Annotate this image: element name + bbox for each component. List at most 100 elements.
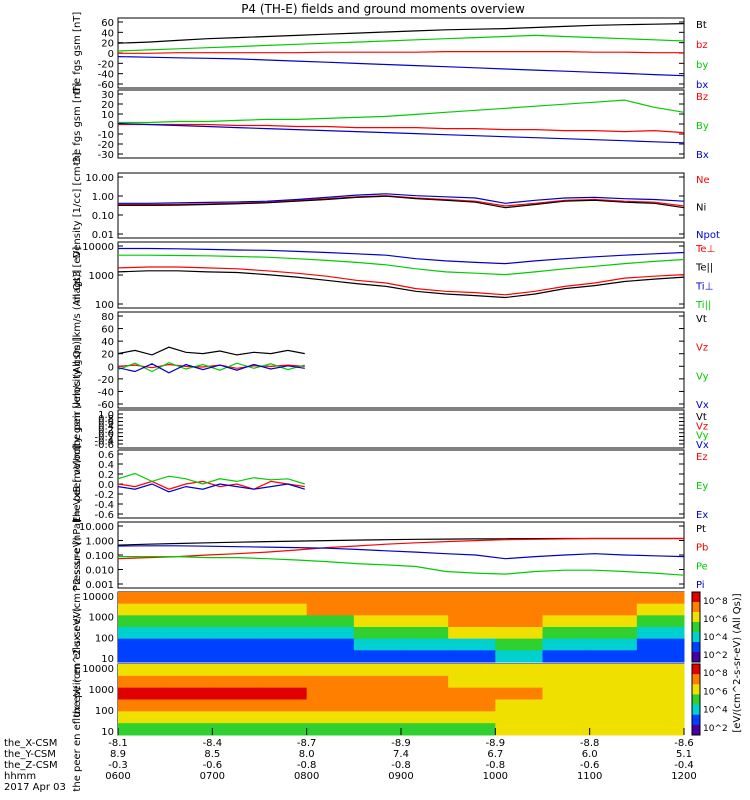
heatmap-cell <box>636 699 685 712</box>
ytick-label: -20 <box>98 59 114 70</box>
heatmap-cell <box>448 664 496 677</box>
axis-label: the fgs gsm [nT] <box>72 12 83 95</box>
legend-2: Pe <box>696 561 708 572</box>
colorbar-segment <box>692 664 700 675</box>
panel-9: 10000 1000 100 10 the peir en eflux eV/ (cm^… <box>72 537 728 718</box>
heatmap-cell <box>259 627 308 640</box>
ytick-label: 0.4 <box>98 460 114 471</box>
heatmap-cell <box>353 650 402 663</box>
heatmap-cell <box>401 638 449 651</box>
legend-2: by <box>696 60 708 71</box>
ytick-label: 0.100 <box>85 551 114 562</box>
colorbar-tick-label: 10^6 <box>703 687 728 697</box>
colorbar-tick-label: 10^2 <box>703 651 728 661</box>
ytick-label: 60 <box>101 18 114 29</box>
heatmap-cell <box>165 592 213 605</box>
ytick-label: 0.10 <box>92 211 114 222</box>
heatmap-cell <box>448 638 496 651</box>
panel-frame <box>117 241 685 309</box>
heatmap-cell <box>636 675 685 689</box>
heatmap-cell <box>401 650 449 663</box>
legend-2: Ti⊥ <box>695 281 713 292</box>
ytick-label: 0 <box>108 49 114 60</box>
heatmap-cell <box>165 664 213 677</box>
heatmap-cell <box>212 687 260 700</box>
ytick-label: 0 <box>108 120 114 131</box>
ytick-label: 40 <box>101 337 114 348</box>
axis-label: the peir en eflux eV/ (cm^2-s-sr-eV) <box>72 537 83 718</box>
ytick-label: 10 <box>101 727 114 738</box>
xtick-label: -8.8 <box>580 738 600 749</box>
series-line-2 <box>117 483 305 493</box>
legend-1: Pb <box>696 543 708 554</box>
legend-0: Ez <box>696 452 708 463</box>
x-row-label: 2017 Apr 03 <box>4 782 66 793</box>
series-line-2 <box>117 34 685 52</box>
ytick-label: -0.6 <box>94 510 114 521</box>
ytick-label: -40 <box>98 70 114 81</box>
heatmap-cell <box>212 592 260 605</box>
ytick-label: -0.4 <box>94 500 114 511</box>
heatmap-cell <box>306 627 355 640</box>
heatmap-cell <box>259 664 308 677</box>
xtick-label: -8.7 <box>297 738 317 749</box>
series-line-2 <box>117 122 685 144</box>
xtick-label: 6.0 <box>582 749 598 760</box>
x-row-label: the_X-CSM <box>4 738 57 749</box>
ytick-label: 0.6 <box>98 418 114 429</box>
heatmap-cell <box>401 699 449 712</box>
heatmap-cell <box>401 627 449 640</box>
ytick-label: -20 <box>98 375 114 386</box>
heatmap-cell <box>353 711 402 724</box>
heatmap-cell <box>259 699 308 712</box>
heatmap-cell <box>259 603 308 616</box>
heatmap-cell <box>636 723 685 736</box>
heatmap-cell <box>118 711 166 724</box>
heatmap-cell <box>495 723 543 736</box>
xtick-label: 0800 <box>294 771 319 782</box>
axis-label: the peer en eflux eV/ (cm^2-s-sr-eV) <box>72 607 83 791</box>
legend-0: Pt <box>696 524 706 535</box>
panel-3: 10.00 1.00 0.10 0.01 Density [1/cc] [cm-3] Ne… <box>72 152 720 258</box>
axis-label: E=-VxB [mV/m] <box>72 445 83 523</box>
heatmap-cell <box>636 650 685 663</box>
heatmap-cell <box>401 687 449 700</box>
heatmap-cell <box>589 723 638 736</box>
axis-label: the fgs gsm [nT] <box>72 83 83 166</box>
heatmap-cell <box>118 723 166 736</box>
colorbar-segment <box>692 704 700 716</box>
panel-frame <box>117 89 685 159</box>
xtick-label: -0.8 <box>391 760 411 771</box>
heatmap-cell <box>542 711 591 724</box>
legend-0: Vt <box>696 412 707 423</box>
panel-10: 10000 1000 100 10 the peer en eflux eV/ (cm^… <box>72 607 728 791</box>
xtick-label: 1100 <box>577 771 602 782</box>
colorbar-frame <box>691 591 701 663</box>
heatmap-cell <box>212 638 260 651</box>
heatmap-cell <box>353 699 402 712</box>
legend-0: Bz <box>696 92 708 103</box>
heatmap-cell <box>118 675 166 689</box>
series-line-1 <box>117 363 305 369</box>
heatmap-cell <box>118 627 166 640</box>
colorbar-tick-label: 10^8 <box>703 669 728 679</box>
series-line-1 <box>118 195 685 209</box>
xtick-label: 0700 <box>200 771 225 782</box>
heatmap-cell <box>542 638 591 651</box>
heatmap-cell <box>495 603 543 616</box>
heatmap-cell <box>448 711 496 724</box>
heatmap-cell <box>165 627 213 640</box>
heatmap-cell <box>636 615 685 628</box>
heatmap-cell <box>589 699 638 712</box>
ytick-label: 0.001 <box>85 580 114 591</box>
heatmap-cell <box>165 638 213 651</box>
ytick-label: -20 <box>98 140 114 151</box>
heatmap-cell <box>212 603 260 616</box>
heatmap-cell <box>401 615 449 628</box>
heatmap-cell <box>542 603 591 616</box>
heatmap-cell <box>448 699 496 712</box>
series-line-0 <box>117 346 305 356</box>
